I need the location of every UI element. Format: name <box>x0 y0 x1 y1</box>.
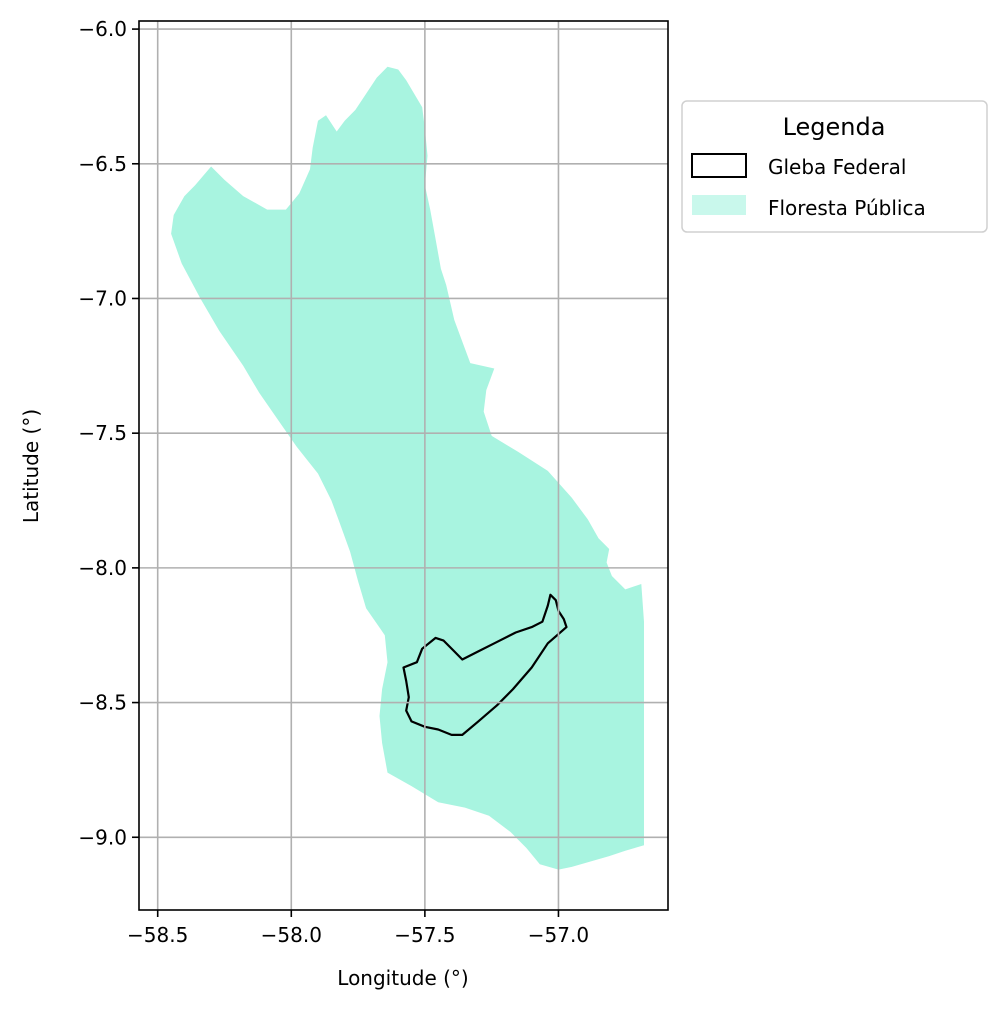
x-tick-label: −58.5 <box>127 923 188 947</box>
y-tick-label: −6.5 <box>78 152 127 176</box>
legend: Legenda Gleba Federal Floresta Pública <box>681 100 988 233</box>
x-tick-label: −58.0 <box>261 923 322 947</box>
x-tick-label: −57.0 <box>528 923 589 947</box>
x-axis-label: Longitude (°) <box>337 966 468 990</box>
plot-frame <box>138 20 669 911</box>
legend-label-floresta: Floresta Pública <box>768 196 926 220</box>
legend-box <box>681 100 988 233</box>
y-tick-label: −7.5 <box>78 421 127 445</box>
legend-label-gleba: Gleba Federal <box>768 155 906 179</box>
y-tick-label: −7.0 <box>78 286 127 310</box>
gleba-federal-outline <box>402 593 568 737</box>
y-axis-label: Latitude (°) <box>19 409 43 523</box>
y-ticks: −6.0 −6.5 −7.0 −7.5 −8.0 −8.5 −9.0 <box>78 17 139 849</box>
x-ticks: −58.5 −58.0 −57.5 −57.0 <box>127 910 589 947</box>
grid <box>139 21 668 910</box>
y-tick-label: −9.0 <box>78 825 127 849</box>
legend-title: Legenda <box>783 113 886 141</box>
y-tick-label: −8.5 <box>78 691 127 715</box>
map-layers <box>171 66 644 870</box>
x-tick-label: −57.5 <box>394 923 455 947</box>
floresta-publica-area <box>171 66 644 870</box>
y-tick-label: −6.0 <box>78 17 127 41</box>
legend-swatch-gleba <box>691 153 747 178</box>
legend-swatch-floresta <box>692 195 746 215</box>
y-tick-label: −8.0 <box>78 556 127 580</box>
